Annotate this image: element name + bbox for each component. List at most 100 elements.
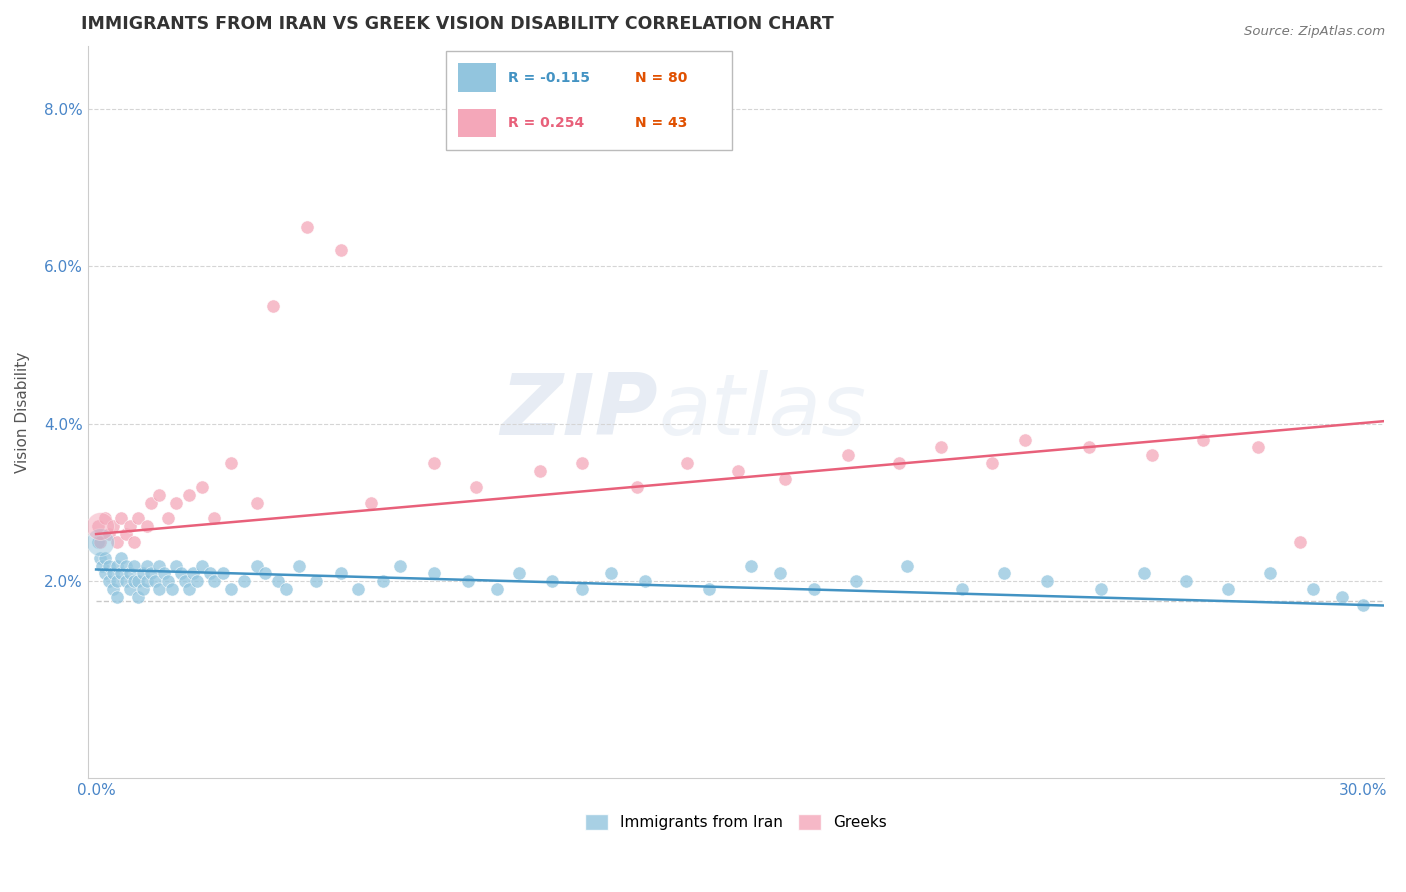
Point [634,574,657,589]
Point [773,472,796,486]
Point [1035,574,1057,589]
Point [697,582,720,597]
Point [1140,448,1163,462]
Point [190,480,212,494]
Point [980,456,1002,470]
Point [160,582,183,597]
Point [1077,441,1099,455]
Point [769,566,792,581]
Point [219,582,242,597]
Point [139,495,162,509]
Point [529,464,551,478]
Point [423,566,446,581]
Point [373,574,395,589]
Point [169,566,191,581]
Text: R = 0.254: R = 0.254 [508,116,583,130]
Point [950,582,973,597]
Point [148,488,170,502]
Point [202,574,225,589]
Point [89,535,111,549]
Point [97,574,120,589]
Point [600,566,623,581]
Point [190,558,212,573]
Point [122,558,145,573]
Point [114,558,136,573]
Point [508,566,530,581]
Point [122,535,145,549]
Point [143,574,166,589]
Point [177,488,200,502]
Text: atlas: atlas [658,370,866,453]
Point [246,495,269,509]
Point [845,574,868,589]
Point [165,558,187,573]
Point [360,495,382,509]
Point [993,566,1015,581]
Point [1260,566,1282,581]
Point [110,550,132,565]
Point [181,566,204,581]
Point [139,566,162,581]
Point [93,550,115,565]
Point [127,511,149,525]
Point [135,558,157,573]
Point [1353,598,1375,612]
Point [87,519,110,533]
Text: IMMIGRANTS FROM IRAN VS GREEK VISION DISABILITY CORRELATION CHART: IMMIGRANTS FROM IRAN VS GREEK VISION DIS… [82,15,834,33]
Point [89,519,111,533]
Point [1192,433,1215,447]
Point [1247,441,1270,455]
Point [127,590,149,604]
Point [122,574,145,589]
Legend: Immigrants from Iran, Greeks: Immigrants from Iran, Greeks [579,808,893,837]
Point [101,582,124,597]
Point [887,456,910,470]
Point [118,582,141,597]
Y-axis label: Vision Disability: Vision Disability [15,351,30,473]
FancyBboxPatch shape [446,51,733,150]
Point [727,464,749,478]
Point [330,244,353,258]
Point [276,582,298,597]
FancyBboxPatch shape [458,109,496,137]
Point [1289,535,1312,549]
Point [389,558,412,573]
Text: Source: ZipAtlas.com: Source: ZipAtlas.com [1244,25,1385,38]
Point [105,535,128,549]
Point [571,582,593,597]
Point [740,558,762,573]
Point [152,566,174,581]
Text: R = -0.115: R = -0.115 [508,70,591,85]
Point [347,582,370,597]
Point [486,582,509,597]
Point [93,566,115,581]
Point [571,456,593,470]
Point [211,566,233,581]
Point [114,574,136,589]
Point [89,535,111,549]
Point [110,566,132,581]
Point [1090,582,1112,597]
Point [114,527,136,541]
Point [676,456,699,470]
Point [1014,433,1036,447]
Point [105,558,128,573]
Text: ZIP: ZIP [501,370,658,453]
Point [254,566,277,581]
Point [101,566,124,581]
Point [177,582,200,597]
Point [1302,582,1324,597]
Point [1218,582,1240,597]
Point [198,566,221,581]
Point [87,535,110,549]
Point [131,566,153,581]
Point [465,480,488,494]
Point [263,299,285,313]
Point [97,558,120,573]
Point [131,582,153,597]
Point [135,519,157,533]
Point [148,558,170,573]
Point [127,574,149,589]
Point [267,574,290,589]
Point [929,441,952,455]
